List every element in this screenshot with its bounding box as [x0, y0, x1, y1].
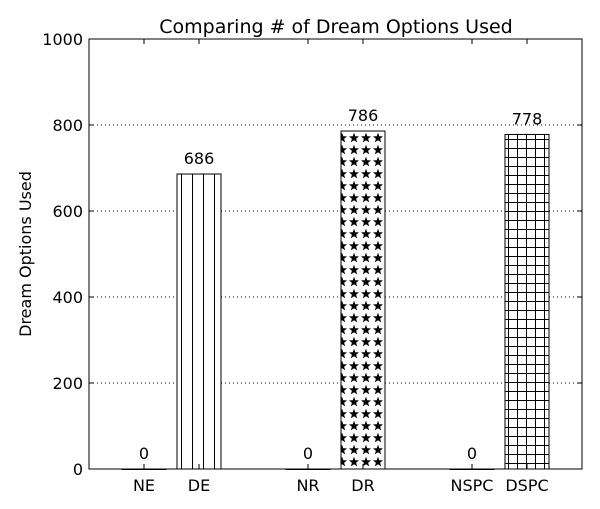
data-label-nr: 0	[303, 444, 313, 463]
y-tick-label: 0	[73, 460, 83, 479]
y-tick-label: 400	[52, 288, 83, 307]
y-tick-label: 200	[52, 374, 83, 393]
bars	[121, 130, 550, 470]
x-axis-ticks: NE DE NR DR NSPC DSPC	[133, 39, 549, 495]
y-tick-label: 800	[52, 116, 83, 135]
y-axis-title: Dream Options Used	[16, 171, 35, 337]
plot-frame	[88, 38, 583, 470]
y-tick-label: 1000	[42, 30, 83, 49]
x-tick-label-nr: NR	[296, 476, 319, 495]
x-tick-label-dspc: DSPC	[505, 476, 548, 495]
data-label-nspc: 0	[467, 444, 477, 463]
x-tick-label-de: DE	[188, 476, 210, 495]
data-labels: 0 686 0 786 0 778	[139, 106, 542, 463]
x-tick-label-nspc: NSPC	[451, 476, 494, 495]
y-axis-ticks: 0 200 400 600 800 1000	[42, 30, 582, 479]
x-tick-label-ne: NE	[133, 476, 155, 495]
bar-dr	[340, 130, 386, 470]
chart-title: Comparing # of Dream Options Used	[159, 16, 512, 38]
data-label-dspc: 778	[512, 109, 543, 128]
data-label-de: 686	[184, 149, 215, 168]
x-tick-label-dr: DR	[351, 476, 374, 495]
data-label-dr: 786	[348, 106, 379, 125]
y-tick-label: 600	[52, 202, 83, 221]
data-label-ne: 0	[139, 444, 149, 463]
bar-de	[176, 173, 222, 470]
bar-dspc	[504, 133, 550, 470]
